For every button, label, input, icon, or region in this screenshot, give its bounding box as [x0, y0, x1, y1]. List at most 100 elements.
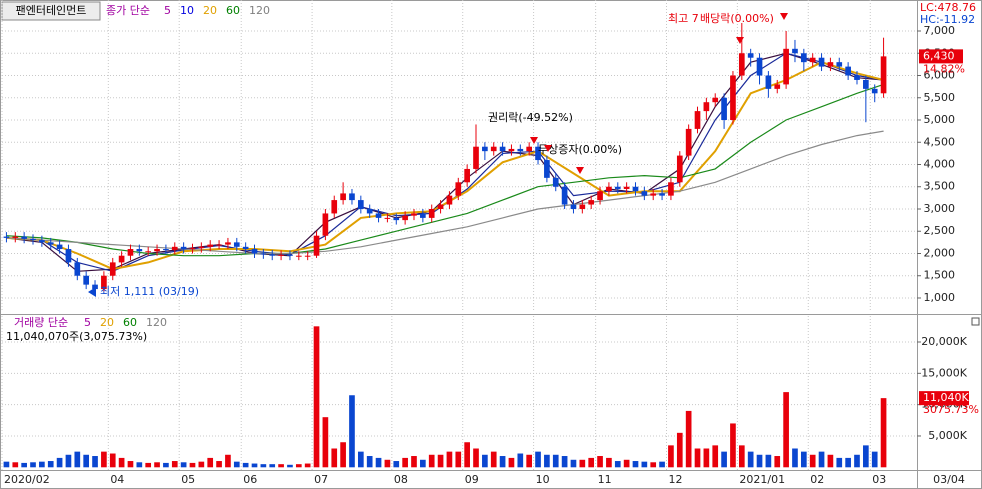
moving-average [6, 83, 884, 257]
candle-body [632, 186, 639, 192]
stock-button[interactable] [1, 1, 101, 21]
x-tick-label: 2020/02 [4, 473, 50, 486]
candle-body [738, 53, 745, 76]
candle-body [287, 254, 293, 256]
candle-body [721, 97, 727, 121]
volume-bar [676, 432, 683, 468]
volume-bar [349, 395, 355, 468]
candle-body [3, 236, 10, 238]
ma-legend: 120 [249, 4, 270, 17]
candle-body [251, 249, 258, 254]
volume-bar [56, 457, 63, 468]
y-tick-label: 15,000K [921, 366, 967, 379]
volume-bar [641, 461, 648, 468]
candle-body [402, 215, 408, 221]
candle-body [242, 246, 249, 250]
candle-body [703, 102, 710, 112]
volume-bar [818, 451, 825, 468]
y-tick-label: 5,500 [924, 91, 956, 104]
volume-bar [198, 461, 205, 468]
volume-bar [171, 461, 178, 468]
y-tick-label: 3,500 [924, 180, 956, 193]
change-label: 14.82% [923, 62, 965, 75]
candle-body [411, 213, 417, 216]
x-tick-label: 12 [669, 473, 683, 486]
candle-body [375, 213, 382, 218]
last-price-label: 6,430 [923, 49, 955, 62]
ma-legend: 20 [203, 4, 217, 17]
candle-body [579, 204, 586, 209]
y-tick-label: 20,000K [921, 335, 967, 348]
volume-info: 11,040,070주(3,075.73%) [6, 330, 147, 343]
candle-body [260, 253, 267, 255]
candle-body [473, 146, 479, 169]
volume-bar [428, 454, 435, 468]
stock-name[interactable]: 팬엔터테인먼트 [16, 4, 87, 17]
candle-body [233, 242, 240, 247]
volume-bar [623, 459, 630, 468]
candle-body [56, 244, 63, 250]
volume-bar [508, 457, 515, 468]
last-price-box [919, 49, 963, 64]
x-tick-label: 06 [243, 473, 257, 486]
volume-bar [287, 464, 293, 468]
candle-body [163, 249, 169, 251]
x-tick-label: 08 [394, 473, 408, 486]
y-tick-label: 2,000 [924, 246, 956, 259]
candle-body [357, 200, 364, 209]
volume-bar [747, 451, 754, 468]
volume-legend-prefix: 거래량 단순 [14, 316, 68, 329]
candle-body [428, 208, 435, 218]
candle-body [189, 248, 196, 250]
candle-body [482, 146, 488, 152]
volume-ma-legend: 5 [84, 316, 91, 329]
annotation: 권리락(-49.52%) [488, 111, 573, 124]
candle-body [508, 148, 515, 152]
volume-bar [535, 451, 541, 468]
last-date: 03/04 [933, 473, 965, 486]
x-tick-label: 05 [181, 473, 195, 486]
volume-bar [251, 463, 258, 468]
volume-bar [189, 462, 196, 468]
candle-body [109, 262, 116, 276]
x-tick-label: 02 [810, 473, 824, 486]
candle-body [747, 53, 754, 58]
candle-body [366, 208, 373, 214]
volume-bar [473, 448, 479, 468]
volume-bar [703, 448, 710, 468]
volume-bar [588, 457, 595, 468]
candle-body [384, 217, 391, 219]
candle-body [216, 244, 222, 246]
volume-bar [765, 454, 772, 468]
candle-body [393, 217, 400, 221]
volume-ma-legend: 20 [100, 316, 114, 329]
volume-bar [420, 459, 426, 468]
volume-bar [30, 462, 36, 468]
candle-body [322, 213, 329, 236]
moving-average [6, 130, 884, 255]
candle-body [712, 97, 719, 103]
candle-body [490, 146, 497, 152]
candle-body [552, 177, 559, 187]
volume-bar [304, 463, 311, 468]
candle-body [331, 200, 338, 214]
volume-ma-legend: 60 [123, 316, 137, 329]
candle-body [437, 204, 444, 209]
y-tick-label: 4,000 [924, 157, 956, 170]
x-tick-label: 07 [314, 473, 328, 486]
candle-body [101, 275, 107, 290]
candle-body [83, 275, 90, 285]
volume-bar [340, 442, 346, 468]
volume-bar [92, 456, 98, 468]
volume-bar [792, 448, 798, 468]
volume-bar [21, 462, 27, 468]
volume-bar [295, 464, 302, 468]
candle-body [659, 193, 665, 196]
volume-bar [880, 398, 887, 468]
volume-bar [836, 457, 843, 468]
volume-bar [738, 445, 745, 468]
panel-icon[interactable] [971, 317, 980, 326]
candle-body [127, 249, 134, 256]
volume-bar [313, 326, 320, 468]
